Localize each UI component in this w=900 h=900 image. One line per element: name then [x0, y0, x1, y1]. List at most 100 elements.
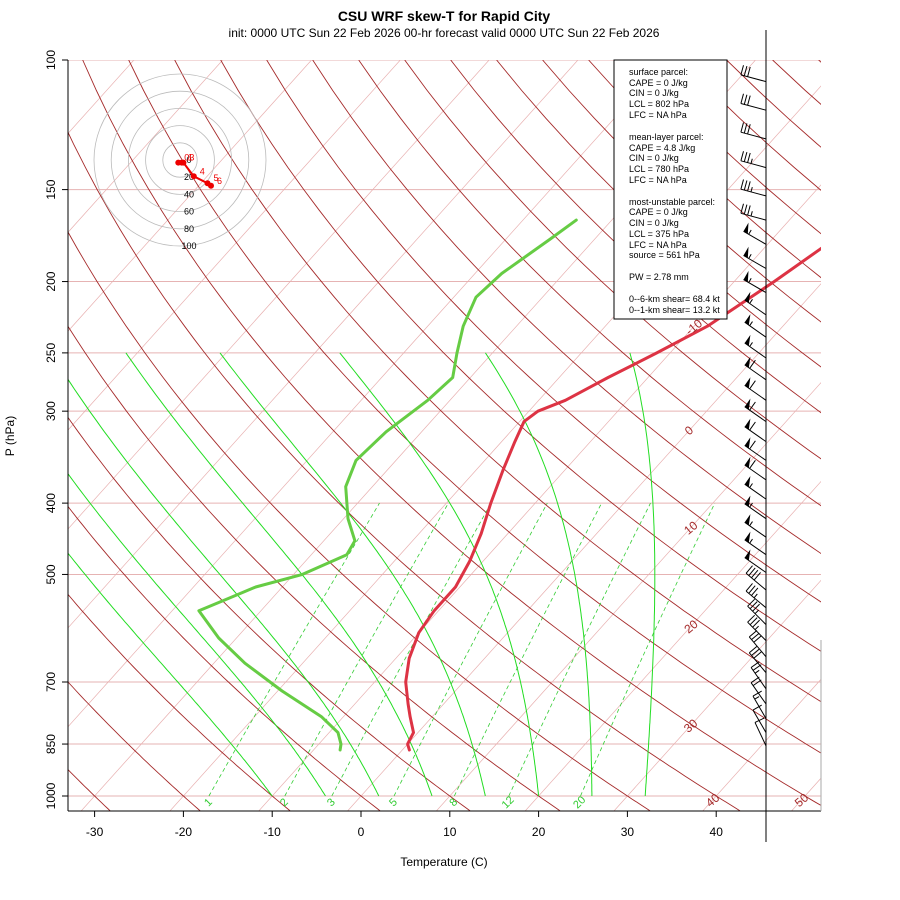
- wind-barb-feather: [752, 619, 760, 628]
- wind-barb-flag: [744, 334, 751, 346]
- wind-barb: [752, 704, 767, 733]
- mixing-ratio-line: [208, 502, 380, 797]
- wind-barb: [740, 203, 767, 221]
- wind-barb-shaft: [752, 695, 767, 719]
- wind-barb-feather: [753, 635, 762, 643]
- wind-barb-half-feather: [749, 538, 753, 544]
- wind-barb-feather: [740, 203, 744, 214]
- wind-barb: [744, 377, 767, 401]
- wind-barb-shaft: [744, 539, 767, 556]
- wind-barb-feather: [743, 204, 748, 215]
- wind-barb-feather: [749, 421, 756, 431]
- stats-box-frame: [613, 59, 728, 320]
- wind-barb-feather: [740, 122, 744, 133]
- hodograph-ring: [110, 90, 250, 230]
- wind-barb: [740, 151, 767, 169]
- wind-barb-half-feather: [749, 502, 753, 508]
- y-tick-label: 250: [44, 343, 58, 363]
- wind-barb: [744, 456, 767, 481]
- y-tick-label: 400: [44, 493, 58, 513]
- mixing-ratio-label: 3: [325, 796, 338, 809]
- y-axis-label: P (hPa): [3, 416, 17, 456]
- mixing-ratio-line: [453, 502, 602, 797]
- x-axis-label: Temperature (C): [400, 855, 487, 869]
- wind-barb-half-feather: [748, 229, 752, 235]
- wind-barb-flag: [743, 222, 749, 234]
- dewpoint-profile-line: [197, 218, 578, 752]
- isotherm-line: [347, 283, 821, 811]
- isotherm-line: [880, 60, 900, 812]
- wind-barb: [743, 222, 767, 245]
- wind-barb: [744, 291, 767, 316]
- wind-barb: [744, 495, 767, 520]
- wind-barb-feather: [740, 179, 744, 190]
- dry-adiabat: [82, 60, 821, 806]
- sounding-profiles: [197, 218, 821, 752]
- moist-adiabat: [125, 352, 433, 797]
- wind-barb-feather: [749, 380, 756, 390]
- hodograph-ring-label: 60: [184, 207, 194, 217]
- mixing-ratio-lines: [208, 502, 716, 797]
- wind-barb-feather: [750, 676, 760, 684]
- isotherm-line: [791, 777, 821, 811]
- hodograph-ring: [145, 125, 215, 195]
- meanlayer-parcel-header: mean-layer parcel:: [629, 132, 704, 142]
- wind-barb-flag: [744, 418, 751, 430]
- dry-adiabat: [220, 60, 821, 652]
- wind-barb-feather: [751, 569, 759, 579]
- dry-adiabat: [865, 60, 900, 812]
- wind-barb-feather: [749, 440, 756, 450]
- moist-adiabat: [484, 352, 593, 796]
- hodograph-point-label: 3: [189, 153, 194, 163]
- wind-barb-shaft: [740, 74, 767, 83]
- y-tick-label: 500: [44, 564, 58, 584]
- mostunstable-cin: CIN = 0 J/kg: [629, 218, 679, 228]
- wind-barb-feather: [743, 65, 748, 76]
- mixing-ratio-line: [284, 502, 449, 797]
- surface-cape: CAPE = 0 J/kg: [629, 78, 688, 88]
- mixing-ratio-label: 2: [278, 796, 291, 809]
- wind-barb-half-feather: [748, 253, 752, 259]
- temperature-profile-line: [404, 246, 821, 752]
- wind-barb-feather: [743, 151, 748, 162]
- wind-barb-feather: [740, 65, 744, 76]
- wind-barb-shaft: [740, 103, 767, 111]
- y-tick-label: 1000: [44, 782, 58, 809]
- isobar-lines: [68, 60, 821, 797]
- mostunstable-parcel-header: most-unstable parcel:: [629, 197, 715, 207]
- wind-barb: [744, 476, 767, 500]
- dry-adiabat: [404, 60, 821, 460]
- dry-adiabat: [266, 60, 821, 603]
- wind-barb: [740, 122, 767, 140]
- chart-title: CSU WRF skew-T for Rapid City: [338, 8, 551, 24]
- chart-subtitle: init: 0000 UTC Sun 22 Feb 2026 00-hr for…: [229, 26, 660, 40]
- wind-barb: [743, 270, 767, 294]
- wind-barb-feather: [747, 66, 751, 77]
- wind-barb-feather: [753, 651, 762, 659]
- isotherm-line: [68, 60, 490, 530]
- wind-barb-half-feather: [749, 483, 753, 488]
- wind-barb-feather: [747, 124, 751, 135]
- wind-barb-feather: [752, 603, 760, 612]
- moist-adiabats: [68, 352, 656, 797]
- wind-barb: [740, 93, 767, 111]
- wind-barb-feather: [748, 630, 758, 638]
- x-tick-label: -10: [264, 825, 282, 839]
- wind-barb-shaft: [740, 131, 767, 140]
- x-axis-ticks: -30 -20 -10 0 10 20 30 40: [86, 811, 723, 839]
- meanlayer-lcl: LCL = 780 hPa: [629, 164, 689, 174]
- wind-barb-feather: [752, 690, 762, 697]
- y-tick-label: 100: [44, 50, 58, 70]
- mixing-ratio-labels: 1 2 3 5 8 12 20: [202, 794, 588, 811]
- wind-barb-half-feather: [754, 669, 760, 674]
- wind-barb-feather: [747, 181, 751, 192]
- wind-barb: [744, 549, 767, 573]
- x-tick-label: 10: [443, 825, 457, 839]
- mixing-ratio-label: 20: [571, 794, 588, 811]
- wind-barb-flag: [744, 495, 751, 507]
- wind-barb-feather: [754, 717, 765, 723]
- hodograph-point-label: 5: [214, 173, 219, 183]
- dry-adiabat: [68, 131, 742, 811]
